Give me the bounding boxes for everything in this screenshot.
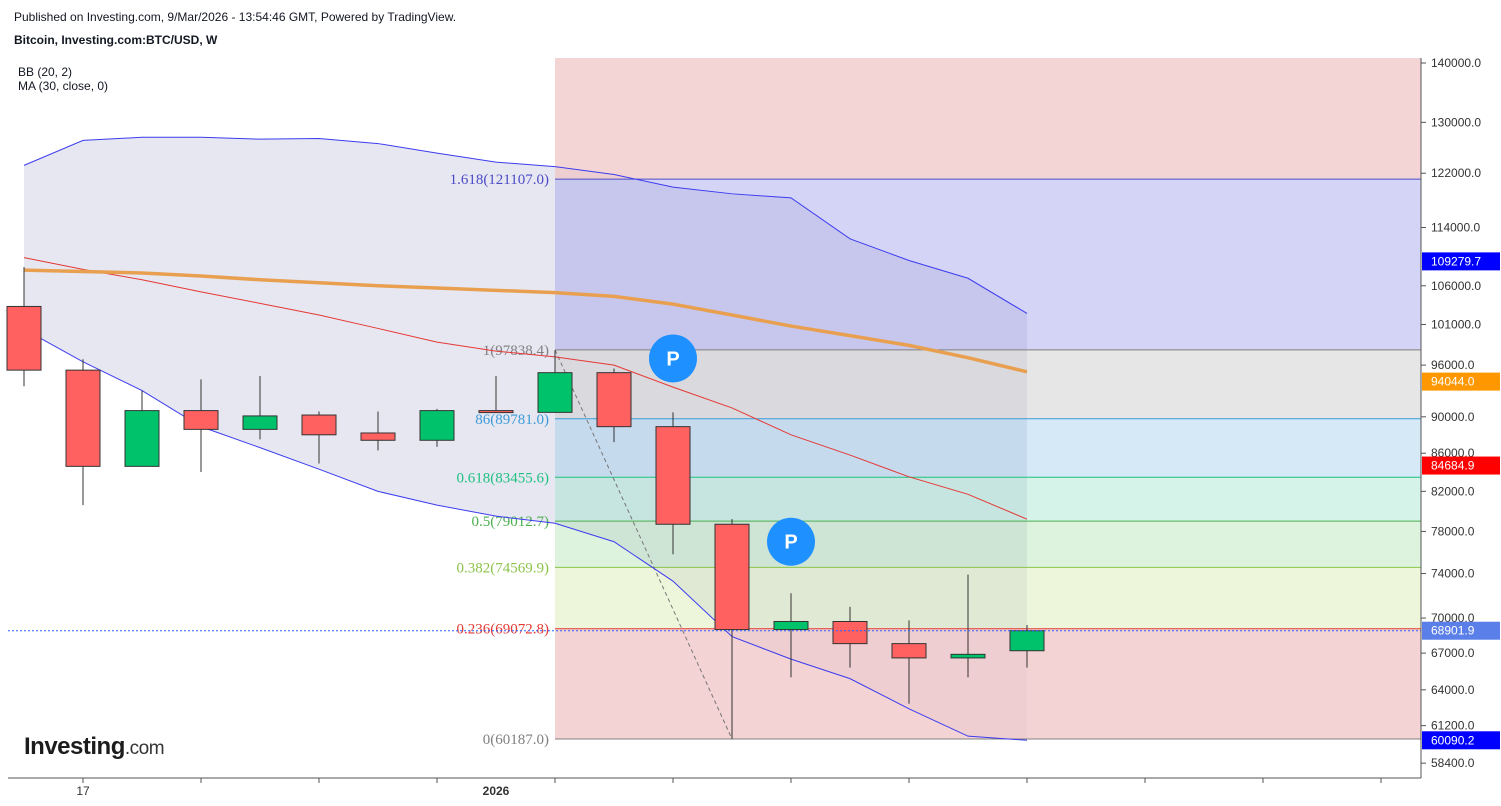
last-value-tag [1422,252,1500,271]
fib-zone-bottom [555,628,1421,739]
last-value-label: 68901.9 [1431,624,1475,638]
bollinger-upper-line [23,136,1028,314]
candle-body [6,305,42,371]
candle-body [478,410,514,414]
investing-logo: Investing.com [24,733,165,760]
indicator-ma-label: MA (30, close, 0) [18,79,109,93]
published-line: Published on Investing.com, 9/Mar/2026 -… [14,10,457,24]
symbol-title: Bitcoin, Investing.com:BTC/USD, W [14,33,218,47]
candle-body [773,620,809,631]
fib-level-label: 0(60187.0) [483,732,549,748]
x-tick-label: 2026 [483,784,510,798]
y-tick-label: 64000.0 [1431,683,1475,697]
bollinger-basis-line [23,257,1028,520]
candle-body [537,372,573,413]
last-value-tag [1422,456,1500,475]
candle-body [891,643,927,659]
pivot-marker [649,334,697,383]
last-value-tag [1422,372,1500,391]
y-tick-label: 82000.0 [1431,484,1475,498]
pivot-marker-label: P [784,532,797,554]
fib-level-label: 0.618(83455.6) [457,470,550,486]
last-value-label: 109279.7 [1431,254,1481,268]
candle-body [596,372,632,428]
y-tick-label: 122000.0 [1431,166,1481,180]
fib-level-label: 0.236(69072.8) [457,622,550,638]
last-value-label: 60090.2 [1431,733,1475,747]
candle-body [301,414,337,436]
y-tick-label: 61200.0 [1431,719,1475,733]
pivot-marker [767,517,815,566]
x-tick-label: 17 [76,784,90,798]
y-tick-label: 130000.0 [1431,115,1481,129]
y-tick-label: 101000.0 [1431,317,1481,331]
y-tick-label: 140000.0 [1431,56,1481,70]
last-value-label: 84684.9 [1431,459,1475,473]
y-tick-label: 78000.0 [1431,524,1475,538]
candle-body [714,523,750,631]
fib-zone [555,567,1421,629]
fib-level-label: 0.382(74569.9) [457,560,550,576]
fib-zone [555,521,1421,568]
y-tick-label: 74000.0 [1431,567,1475,581]
y-tick-label: 106000.0 [1431,279,1481,293]
fib-zone [555,179,1421,350]
last-value-label: 94044.0 [1431,375,1475,389]
y-tick-label: 67000.0 [1431,646,1475,660]
candle-body [419,410,455,441]
fib-level-label: 0.5(79012.7) [472,514,550,530]
pivot-marker-label: P [666,348,679,370]
y-tick-label: 90000.0 [1431,410,1475,424]
last-value-tag [1422,621,1500,640]
candle-body [183,410,219,430]
y-tick-label: 70000.0 [1431,611,1475,625]
candle-body [124,410,160,467]
candle-body [832,620,868,645]
fib-level-label: 1.618(121107.0) [450,172,549,188]
candle-body [65,369,101,467]
fib-trend-line [554,349,733,740]
fib-zone-top [555,58,1421,180]
fib-zone [555,418,1421,478]
candle-body [360,432,396,441]
y-tick-label: 58400.0 [1431,756,1475,770]
candle-body [655,426,691,525]
candle-body [950,653,986,659]
last-value-tag [1422,731,1500,750]
candle-body [1009,630,1045,652]
fib-zone [555,477,1421,522]
y-tick-label: 114000.0 [1431,221,1480,235]
y-tick-label: 96000.0 [1431,358,1475,372]
bollinger-band-fill [24,137,1027,741]
ma30-line [23,268,1028,374]
indicator-bb-label: BB (20, 2) [18,65,73,79]
candle-body [242,415,278,430]
fib-level-label: 86(89781.0) [475,412,549,428]
